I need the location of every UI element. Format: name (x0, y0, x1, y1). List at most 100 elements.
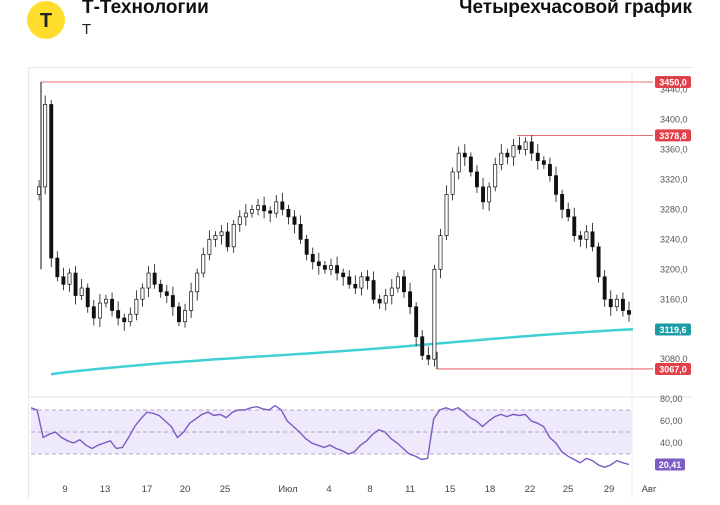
candle-body (91, 306, 96, 319)
rsi-value-label: 20,41 (659, 460, 682, 470)
candle-body (310, 253, 315, 263)
candle-body (414, 306, 419, 338)
candle-body (475, 171, 479, 188)
candle-body (584, 231, 589, 240)
candle-body (353, 283, 358, 289)
candle-body (97, 302, 102, 319)
candle-body (365, 276, 370, 281)
candle-body (177, 306, 181, 323)
candle-body (37, 186, 42, 195)
x-axis-tick: 22 (525, 484, 536, 495)
x-axis-tick: 25 (220, 484, 231, 495)
candle-body (201, 253, 206, 274)
candle-body (420, 336, 425, 356)
candle-body (243, 212, 248, 218)
level-badge (655, 76, 691, 88)
rsi-axis-tick: 60,00 (660, 416, 683, 426)
candle-body (256, 205, 260, 210)
candle-body (511, 145, 516, 158)
candle-body (572, 216, 577, 236)
candle-body (110, 298, 115, 311)
candle-body (286, 209, 291, 218)
candle-body (116, 310, 121, 319)
candle-body (426, 355, 431, 360)
price-axis-tick: 3240,0 (660, 234, 688, 244)
candle-body (608, 298, 613, 308)
rsi-value-badge (655, 458, 685, 471)
candle-body (268, 210, 273, 214)
candle-body (219, 231, 224, 236)
candle-body (517, 145, 522, 150)
candle-body (304, 238, 309, 255)
candle-body (383, 295, 388, 304)
candle-body (462, 152, 467, 158)
chart-panel[interactable]: 3440,0 3400,0 3360,0 3320,0 3280,0 3240,0 3200… (28, 67, 693, 498)
rsi-line (30, 404, 630, 468)
candle-body (195, 272, 200, 293)
level-label: 3067,0 (659, 364, 687, 374)
price-axis-tick: 3200,0 (660, 264, 688, 274)
candle-body (79, 287, 84, 296)
x-axis-tick: 20 (180, 484, 191, 495)
candle-body (371, 280, 376, 300)
candle-body (43, 104, 48, 188)
t-bank-logo: T (27, 1, 65, 39)
level-label: 3450,0 (659, 78, 687, 88)
candle-body (578, 235, 583, 240)
x-axis-tick: 4 (326, 484, 331, 495)
level-badge (655, 362, 691, 375)
price-axis-tick: 3360,0 (660, 144, 688, 154)
candle-body (547, 164, 552, 177)
candle-body (329, 265, 333, 270)
price-axis-tick: 3280,0 (660, 204, 688, 214)
candle-body (146, 272, 151, 289)
ma-line (50, 327, 634, 376)
candle-body (128, 313, 133, 323)
candle-body (444, 194, 449, 236)
candle-body (225, 231, 230, 248)
candle-body (614, 298, 619, 308)
candle-body (104, 298, 108, 304)
candle-body (73, 272, 78, 296)
candle-body (377, 298, 382, 304)
x-axis-tick: 9 (62, 484, 67, 495)
level-badge (655, 129, 691, 142)
price-axis-tick: 3400,0 (660, 114, 688, 124)
candle-body (541, 160, 546, 165)
x-axis-tick: 8 (367, 484, 372, 495)
rsi-axis-tick: 40,00 (660, 438, 683, 448)
candle-body (237, 216, 242, 225)
price-axis-tick: 3160,0 (660, 294, 688, 304)
candle-body (249, 209, 254, 214)
candle-body (292, 216, 297, 225)
x-axis-tick: 18 (485, 484, 496, 495)
ma-value-label: 3119,6 (659, 325, 686, 335)
ma-value-badge (655, 323, 691, 336)
price-axis-tick: 3080,0 (660, 354, 688, 364)
price-axis-tick: 3440,0 (660, 84, 688, 94)
candle-body (61, 276, 66, 285)
ticker-symbol: T (82, 21, 92, 38)
x-axis-tick: 13 (100, 484, 111, 495)
candle-body (450, 171, 455, 195)
candle-body (596, 246, 601, 278)
candle-body (298, 223, 303, 240)
candle-body (432, 268, 437, 360)
candle-body (456, 152, 461, 173)
candle-body (481, 186, 485, 203)
candle-body (359, 276, 364, 289)
candle-body (438, 235, 443, 270)
candle-body (152, 272, 157, 285)
candle-body (213, 235, 218, 240)
candle-body (85, 287, 90, 308)
candle-body (280, 201, 285, 210)
candle-body (347, 276, 352, 285)
x-axis-tick: Авг (642, 484, 657, 495)
chart-title: Четырехчасовой график (459, 0, 692, 18)
candle-body (493, 164, 498, 188)
candle-body (183, 310, 187, 323)
candle-body (341, 272, 346, 278)
candle-body (322, 265, 327, 270)
x-axis-tick: 17 (142, 484, 153, 495)
candle-body (590, 231, 595, 248)
